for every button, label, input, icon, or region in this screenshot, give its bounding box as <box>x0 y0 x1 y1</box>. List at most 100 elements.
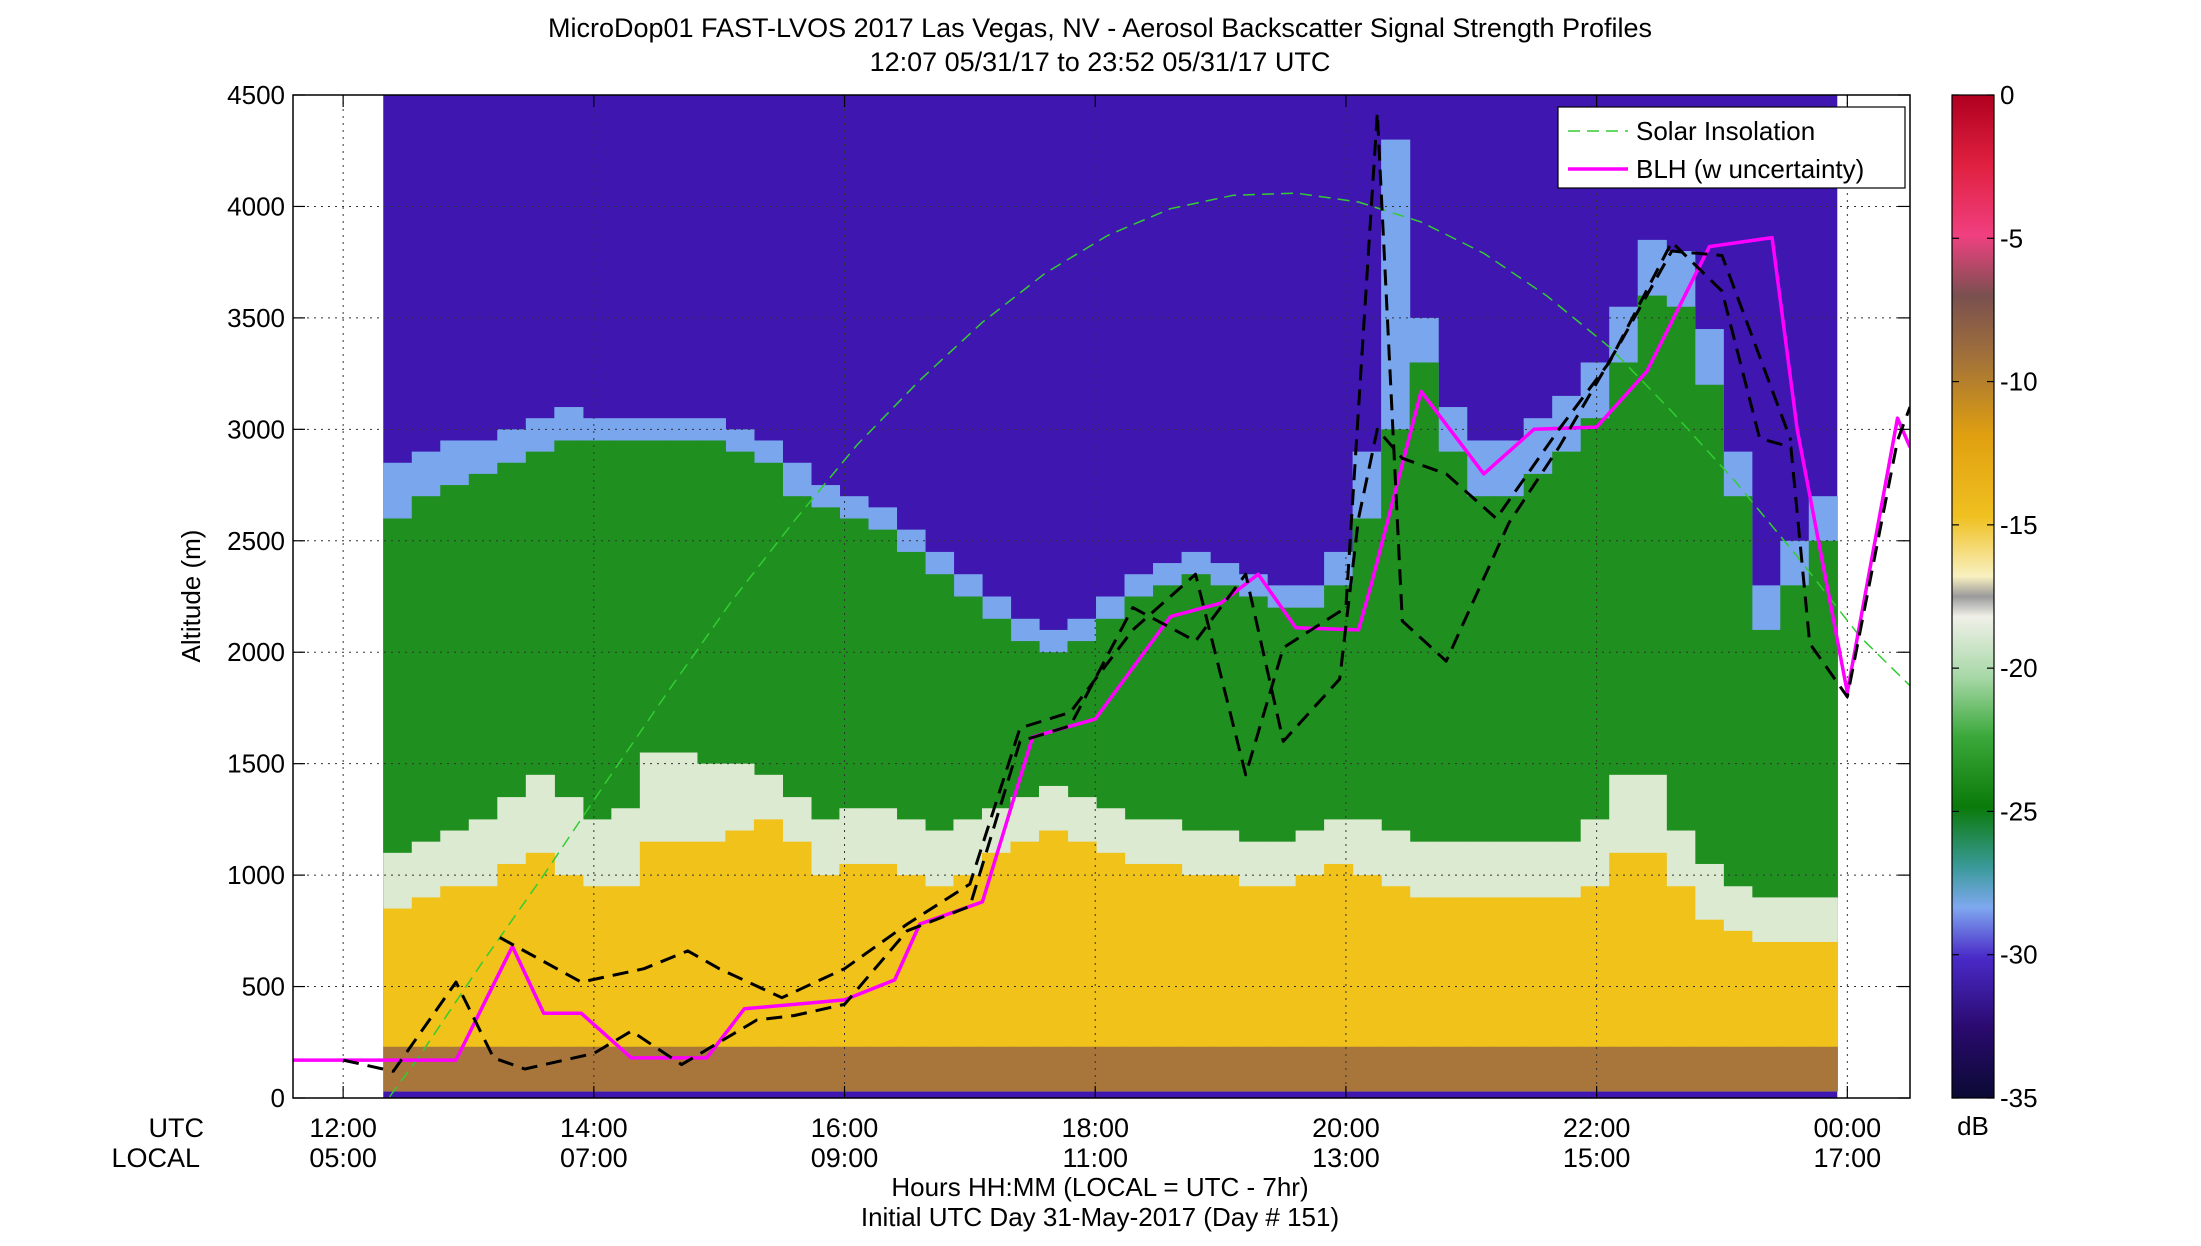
heatmap-cell <box>782 1046 812 1092</box>
heatmap-cell <box>1580 1046 1610 1092</box>
x-tick-label-utc: 16:00 <box>811 1113 879 1143</box>
heatmap-cell <box>1409 1046 1439 1092</box>
heatmap-cell <box>981 1046 1012 1092</box>
heatmap-cell <box>1523 1046 1553 1092</box>
heatmap-cell <box>1495 1046 1525 1092</box>
heatmap-cell <box>1295 1046 1325 1092</box>
heatmap-cell <box>753 1046 784 1092</box>
x-row-label-local: LOCAL <box>111 1143 200 1173</box>
colorbar-tick-label: -15 <box>2000 510 2038 540</box>
legend: Solar Insolation BLH (w uncertainty) <box>1557 106 1906 189</box>
colorbar-tick-label: -35 <box>2000 1083 2038 1113</box>
heatmap-cell <box>1609 1046 1639 1092</box>
y-tick-label: 3000 <box>227 414 285 444</box>
heatmap-cell <box>1780 1046 1810 1092</box>
heatmap-cell <box>753 819 784 1092</box>
colorbar-tick-label: -20 <box>2000 653 2038 683</box>
y-axis-label: Altitude (m) <box>176 530 206 663</box>
heatmap-cell <box>1238 1046 1268 1092</box>
heatmap-cell <box>1096 1046 1126 1092</box>
x-tick-label-utc: 12:00 <box>309 1113 377 1143</box>
heatmap-cell <box>1352 1046 1382 1092</box>
colorbar-tick-label: -10 <box>2000 367 2038 397</box>
heatmap-cell <box>1038 1046 1069 1092</box>
heatmap-cell <box>953 1046 983 1092</box>
heatmap-cell <box>1637 1046 1667 1092</box>
colorbar-tick-label: -25 <box>2000 796 2038 826</box>
x-row-label-utc: UTC <box>149 1113 205 1143</box>
series-line-solar-insolation <box>387 192 1910 1098</box>
heatmap-cell <box>867 1046 898 1092</box>
y-tick-label: 3500 <box>227 303 285 333</box>
heatmap-cell <box>1010 1046 1040 1092</box>
heatmap-cell <box>1808 1046 1838 1092</box>
legend-box <box>1557 106 1906 189</box>
heatmap-cell <box>411 1046 441 1092</box>
colorbar-label: dB <box>1957 1111 1989 1141</box>
heatmap-cell <box>468 1046 498 1092</box>
colorbar-gradient <box>1951 94 1995 1099</box>
colorbar-ticks: 0 -5 -10 -15 -20 -25 -30 -35 <box>1952 80 2038 1113</box>
heatmap-cell <box>1067 1046 1097 1092</box>
y-tick-label: 0 <box>271 1083 285 1113</box>
heatmap-cell <box>1181 1046 1211 1092</box>
plot-frame <box>292 94 1911 1099</box>
series-line-blh-w-uncertainty- <box>293 235 1910 1062</box>
x-tick-label-utc: 18:00 <box>1061 1113 1129 1143</box>
heatmap-cell <box>1666 1046 1696 1092</box>
series-line-blh-uncertainty-upper <box>499 111 1793 1000</box>
series-line-blh-uncertainty-lower <box>342 240 1910 1073</box>
colorbar: 0 -5 -10 -15 -20 -25 -30 -35 dB <box>1951 80 2038 1141</box>
heatmap-cell <box>839 1046 869 1092</box>
x-tick-label-local: 15:00 <box>1563 1143 1631 1173</box>
chart-subtitle: 12:07 05/31/17 to 23:52 05/31/17 UTC <box>870 47 1331 77</box>
x-tick-label-local: 11:00 <box>1062 1143 1128 1173</box>
x-tick-label-local: 05:00 <box>309 1143 377 1173</box>
chart-title: MicroDop01 FAST-LVOS 2017 Las Vegas, NV … <box>548 13 1652 43</box>
y-tick-label: 1500 <box>227 749 285 779</box>
x-tick-label-local: 17:00 <box>1814 1143 1882 1173</box>
heatmap-cell <box>668 1046 698 1092</box>
x-tick-label-local: 09:00 <box>811 1143 879 1173</box>
x-tick-label-utc: 14:00 <box>560 1113 628 1143</box>
heatmap-cell <box>924 1046 955 1092</box>
colorbar-tick-label: 0 <box>2000 80 2014 110</box>
heatmap-cell <box>1124 1046 1154 1092</box>
heatmap-cell <box>1694 1046 1724 1092</box>
legend-label-solar: Solar Insolation <box>1636 116 1815 146</box>
colorbar-tick-label: -5 <box>2000 223 2023 253</box>
heatmap-cell <box>1751 1046 1781 1092</box>
heatmap-cell <box>810 1046 841 1092</box>
heatmap-cell <box>582 1046 612 1092</box>
series-layer <box>293 111 1910 1098</box>
heatmap-cell <box>1267 1046 1297 1092</box>
x-tick-label-utc: 00:00 <box>1814 1113 1882 1143</box>
heatmap-cell <box>1438 1046 1468 1092</box>
heatmap <box>383 95 1838 1098</box>
heatmap-cell <box>1153 1046 1183 1092</box>
x-axis-label-secondary: Initial UTC Day 31-May-2017 (Day # 151) <box>861 1202 1339 1232</box>
y-tick-label: 4500 <box>227 80 285 110</box>
heatmap-cell <box>1324 1046 1354 1092</box>
colorbar-tick-label: -30 <box>2000 940 2038 970</box>
x-tick-label-local: 07:00 <box>560 1143 628 1173</box>
x-tick-label-local: 13:00 <box>1312 1143 1380 1173</box>
heatmap-cell <box>1723 1046 1753 1092</box>
y-tick-label: 500 <box>242 972 285 1002</box>
heatmap-cell <box>1381 1046 1411 1092</box>
legend-label-blh: BLH (w uncertainty) <box>1636 154 1864 184</box>
heatmap-cell <box>1210 1046 1240 1092</box>
y-tick-label: 2000 <box>227 637 285 667</box>
y-tick-label: 1000 <box>227 860 285 890</box>
heatmap-cell <box>1466 1046 1496 1092</box>
y-tick-label: 4000 <box>227 191 285 221</box>
heatmap-cell <box>383 1046 413 1092</box>
heatmap-cell <box>896 1046 926 1092</box>
heatmap-cell <box>725 1046 755 1092</box>
x-tick-label-utc: 22:00 <box>1563 1113 1631 1143</box>
x-tick-label-utc: 20:00 <box>1312 1113 1380 1143</box>
y-tick-label: 2500 <box>227 526 285 556</box>
heatmap-cell <box>1552 1046 1582 1092</box>
